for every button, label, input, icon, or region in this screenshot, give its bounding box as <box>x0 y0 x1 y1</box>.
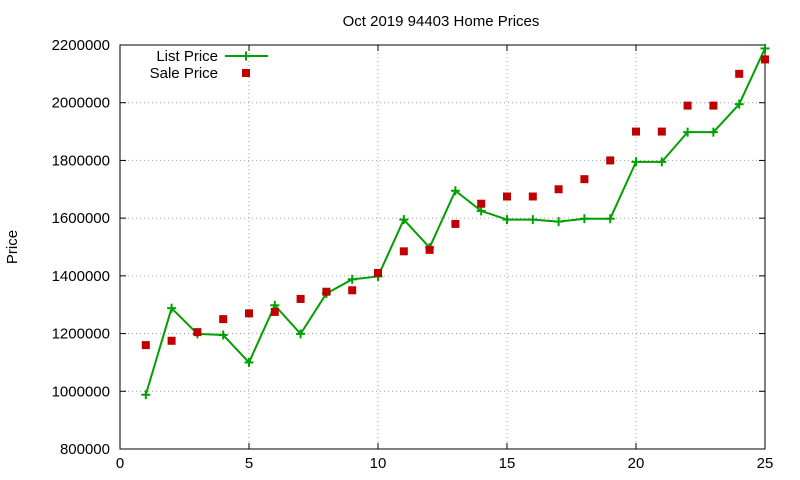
list-price-point <box>502 215 512 225</box>
sale-price-point <box>554 185 563 194</box>
y-tick-label: 2000000 <box>52 95 110 112</box>
y-tick-label: 1200000 <box>52 326 110 343</box>
y-tick-label: 1400000 <box>52 268 110 285</box>
x-tick-label: 15 <box>499 455 516 472</box>
list-price-point <box>708 127 718 137</box>
sale-price-point <box>735 69 744 78</box>
sale-price-point <box>477 199 486 208</box>
list-price-point <box>476 206 486 216</box>
series <box>141 43 770 400</box>
sale-price-point <box>657 127 666 136</box>
x-tick-label: 5 <box>245 455 253 472</box>
sale-price-point <box>322 287 331 296</box>
list-price-point <box>554 217 564 227</box>
x-tick-label: 20 <box>628 455 645 472</box>
axis-ticks: 0 5 10 15 20 25 800000 1000000 1200000 1400000 160… <box>52 37 774 472</box>
sale-price-point <box>348 286 357 295</box>
chart-title: Oct 2019 94403 Home Prices <box>343 13 540 30</box>
legend-label-sale-price: Sale Price <box>150 65 218 82</box>
sale-price-point <box>425 245 434 254</box>
y-tick-label: 1000000 <box>52 383 110 400</box>
sale-price-point <box>528 192 537 201</box>
sale-price-point <box>709 101 718 110</box>
y-tick-label: 2200000 <box>52 37 110 54</box>
sale-price-point <box>167 336 176 345</box>
x-tick-label: 0 <box>116 455 124 472</box>
plot-frame <box>119 44 766 450</box>
y-tick-label: 1600000 <box>52 210 110 227</box>
sale-price-point <box>761 55 769 64</box>
sale-price-point <box>503 192 511 201</box>
sale-price-point <box>374 268 382 277</box>
list-price-point <box>141 390 151 400</box>
sale-price-point <box>683 101 692 110</box>
x-tick-label: 25 <box>757 455 774 472</box>
y-tick-label: 1800000 <box>52 152 110 169</box>
list-price-point <box>631 157 641 167</box>
sale-price-point <box>296 294 305 303</box>
list-price-point <box>683 127 693 137</box>
sale-price-point <box>606 156 615 165</box>
sale-price-point <box>193 328 202 337</box>
sale-price-point <box>219 315 228 324</box>
list-price-point <box>605 214 615 224</box>
list-price-point <box>734 99 744 109</box>
sale-price-point <box>141 341 150 350</box>
grid <box>120 45 765 449</box>
list-price-point <box>528 215 538 225</box>
list-price-point <box>218 330 228 340</box>
sale-price-point <box>632 127 640 136</box>
list-price-point <box>244 357 254 367</box>
list-price-point <box>296 329 306 339</box>
legend-marker-list-price <box>241 51 251 61</box>
legend-marker-sale-price <box>242 69 250 77</box>
sale-price-point <box>451 219 460 228</box>
list-price-point <box>347 274 357 284</box>
y-tick-label: 800000 <box>60 441 110 458</box>
sale-price-point <box>270 307 279 316</box>
list-price-point <box>167 303 177 313</box>
list-price-point <box>579 214 589 224</box>
sale-price-point <box>580 175 589 184</box>
sale-price-point <box>399 247 408 256</box>
sale-price-point <box>245 309 253 318</box>
list-price-point <box>399 215 409 225</box>
list-price-point <box>760 43 770 53</box>
y-axis-label: Price <box>4 230 21 264</box>
list-price-point <box>657 157 667 167</box>
list-price-point <box>450 186 460 196</box>
x-tick-label: 10 <box>370 455 387 472</box>
legend-label-list-price: List Price <box>156 48 218 65</box>
